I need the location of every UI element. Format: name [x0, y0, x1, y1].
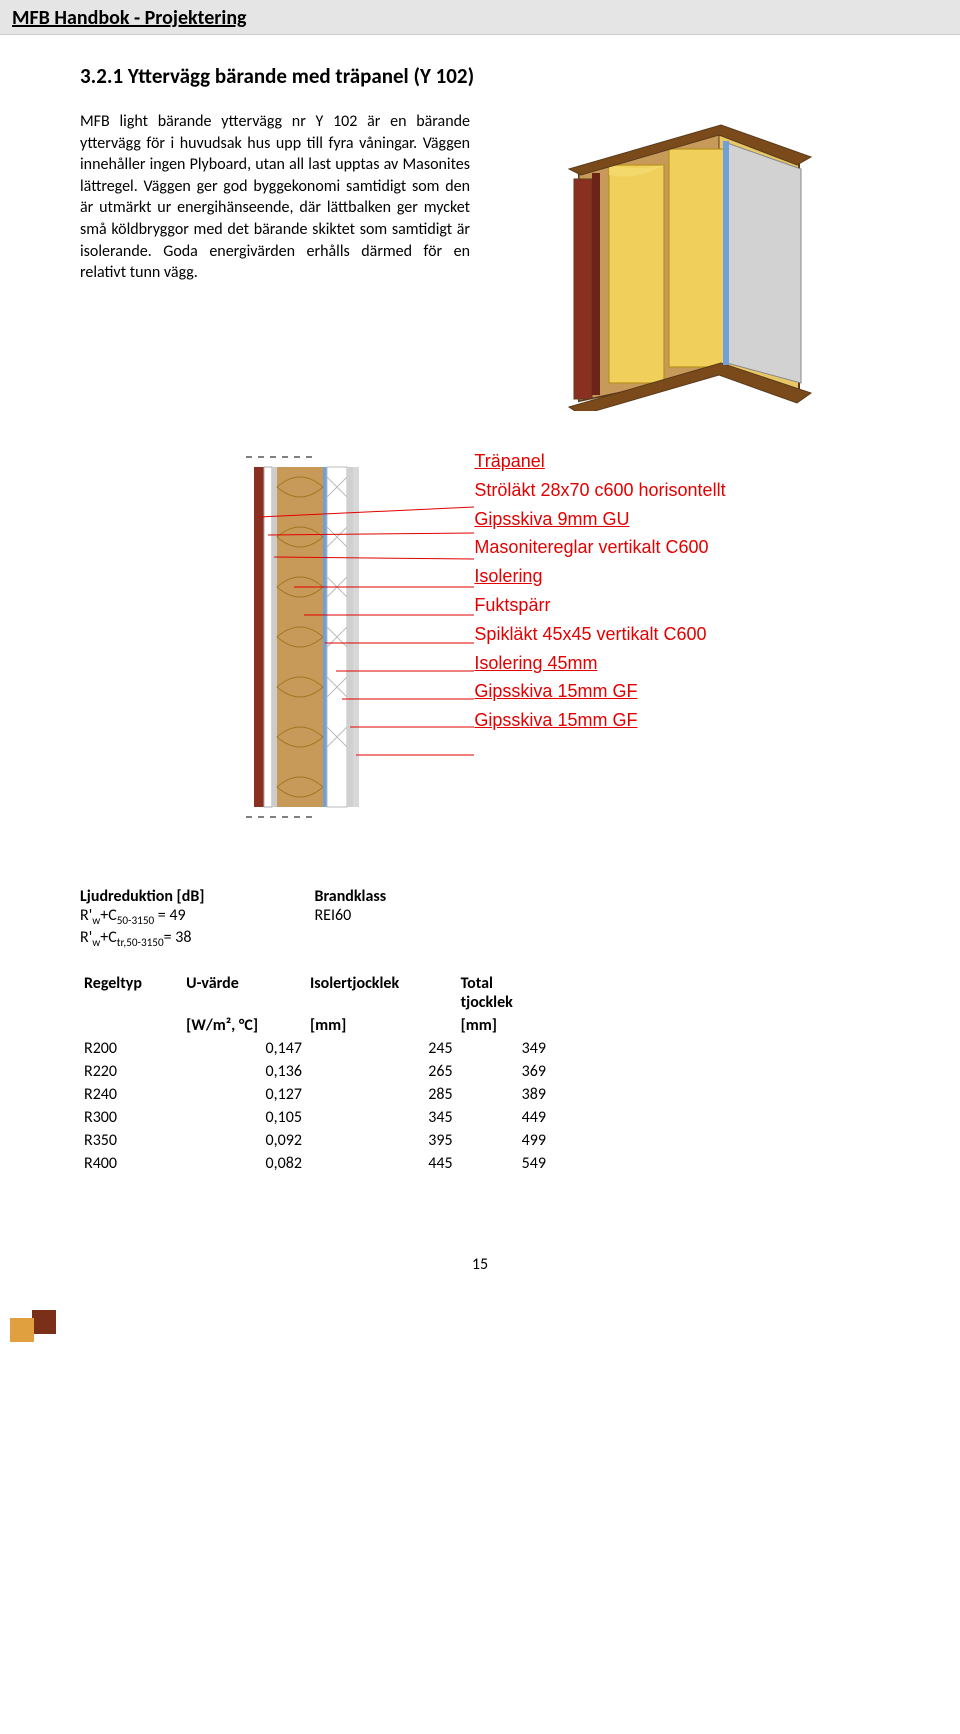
fire-class: REI60 [314, 906, 386, 925]
unit-total: [mm] [457, 1014, 550, 1037]
col-isolertjocklek: Isolertjocklek [306, 972, 457, 1014]
cell-type: R240 [80, 1083, 182, 1106]
body-paragraph: MFB light bärande yttervägg nr Y 102 är … [80, 111, 470, 411]
col-total: Totaltjocklek [457, 972, 550, 1014]
cell-total: 369 [457, 1060, 550, 1083]
cell-iso: 265 [306, 1060, 457, 1083]
figure-section-labels: TräpanelStröläkt 28x70 c600 horisontellt… [80, 447, 880, 827]
cell-total: 449 [457, 1106, 550, 1129]
col-uvarde: U-värde [182, 972, 306, 1014]
cell-iso: 445 [306, 1152, 457, 1175]
layer-label: Gipsskiva 9mm GU [474, 505, 725, 534]
layer-label: Ströläkt 28x70 c600 horisontellt [474, 476, 725, 505]
cell-iso: 285 [306, 1083, 457, 1106]
cell-total: 499 [457, 1129, 550, 1152]
footer-squares [10, 1310, 50, 1334]
acoustic-title: Ljudreduktion [dB] [80, 887, 204, 906]
layer-label: Isolering [474, 562, 725, 591]
page-header: MFB Handbok - Projektering [0, 0, 960, 35]
cell-total: 389 [457, 1083, 550, 1106]
cell-iso: 245 [306, 1037, 457, 1060]
wall-3d-svg [549, 111, 829, 411]
layer-labels-list: TräpanelStröläkt 28x70 c600 horisontellt… [474, 447, 725, 827]
unit-iso: [mm] [306, 1014, 457, 1037]
wall-section-svg [234, 447, 474, 827]
unit-u: [W/m², °C] [182, 1014, 306, 1037]
data-table: Regeltyp U-värde Isolertjocklek Totaltjo… [80, 972, 550, 1175]
cell-u: 0,147 [182, 1037, 306, 1060]
footer-sq-1 [10, 1318, 34, 1342]
figure-3d-wall [498, 111, 880, 411]
col-regeltyp: Regeltyp [80, 972, 182, 1014]
layer-label: Fuktspärr [474, 591, 725, 620]
header-title: MFB Handbok - Projektering [12, 6, 948, 30]
layer-label: Gipsskiva 15mm GF [474, 677, 725, 706]
cell-u: 0,082 [182, 1152, 306, 1175]
layer-label: Spikläkt 45x45 vertikalt C600 [474, 620, 725, 649]
cell-type: R400 [80, 1152, 182, 1175]
cell-iso: 345 [306, 1106, 457, 1129]
cell-total: 349 [457, 1037, 550, 1060]
section-heading: 3.2.1 Yttervägg bärande med träpanel (Y … [80, 63, 880, 89]
layer-label: Isolering 45mm [474, 649, 725, 678]
table-row: R4000,082445549 [80, 1152, 550, 1175]
layer-label: Träpanel [474, 447, 725, 476]
section-number: 3.2.1 [80, 63, 123, 89]
fire-title: Brandklass [314, 887, 386, 906]
table-row: R3500,092395499 [80, 1129, 550, 1152]
acoustic-fire-block: Ljudreduktion [dB] R'w+C50-3150 = 49 R'w… [80, 887, 880, 1175]
cell-type: R300 [80, 1106, 182, 1129]
section-title-text: Yttervägg bärande med träpanel (Y 102) [128, 63, 474, 89]
page-number: 15 [80, 1255, 880, 1274]
acoustic-row1: R'w+C50-3150 = 49 [80, 906, 204, 928]
cell-total: 549 [457, 1152, 550, 1175]
table-row: R2000,147245349 [80, 1037, 550, 1060]
cell-iso: 395 [306, 1129, 457, 1152]
table-row: R2200,136265369 [80, 1060, 550, 1083]
cell-type: R220 [80, 1060, 182, 1083]
cell-u: 0,105 [182, 1106, 306, 1129]
cell-u: 0,127 [182, 1083, 306, 1106]
cell-type: R350 [80, 1129, 182, 1152]
cell-u: 0,092 [182, 1129, 306, 1152]
cell-u: 0,136 [182, 1060, 306, 1083]
table-row: R3000,105345449 [80, 1106, 550, 1129]
page-content: 3.2.1 Yttervägg bärande med träpanel (Y … [0, 35, 960, 1314]
table-row: R2400,127285389 [80, 1083, 550, 1106]
layer-label: Gipsskiva 15mm GF [474, 706, 725, 735]
footer-sq-2 [32, 1310, 56, 1334]
cell-type: R200 [80, 1037, 182, 1060]
layer-label: Masonitereglar vertikalt C600 [474, 533, 725, 562]
acoustic-row2: R'w+Ctr,50-3150= 38 [80, 928, 204, 950]
